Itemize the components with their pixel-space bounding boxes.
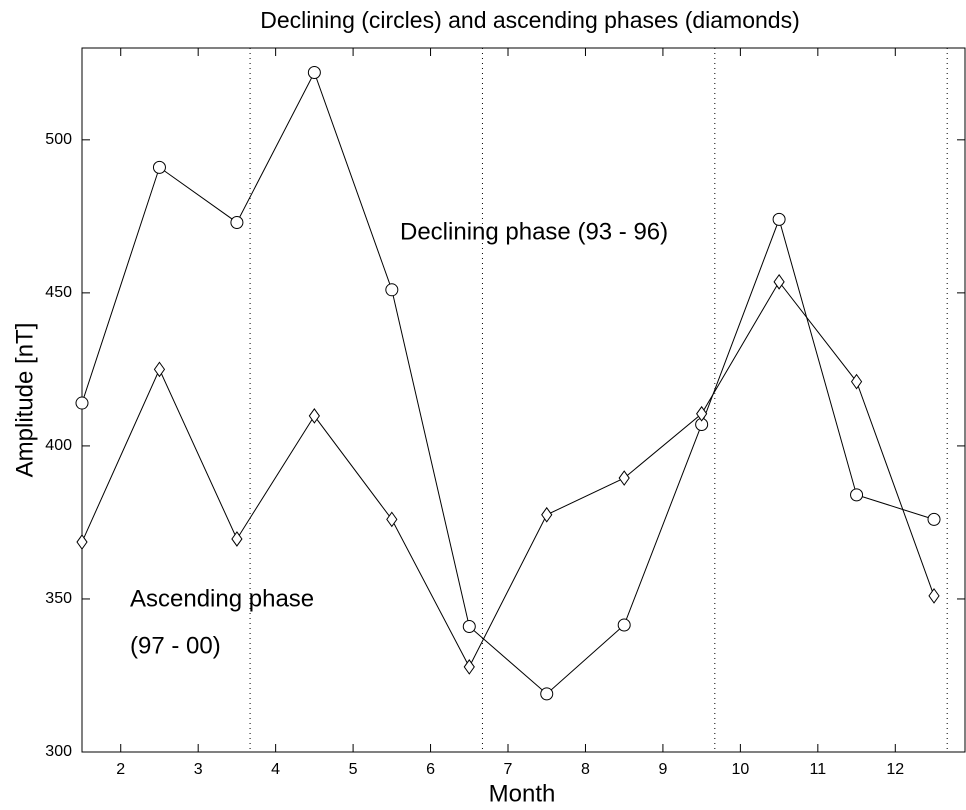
x-tick-label: 8	[581, 761, 590, 778]
diamond-marker	[773, 273, 785, 290]
x-tick-label: 11	[810, 761, 827, 778]
diamond-marker	[76, 534, 88, 550]
circle-marker	[230, 215, 244, 229]
x-tick-label: 6	[426, 761, 435, 778]
y-tick-label: 450	[45, 284, 72, 301]
y-tick-label: 400	[45, 437, 72, 454]
diamond-marker	[153, 361, 166, 378]
x-tick-label: 7	[504, 761, 513, 778]
circle-marker	[617, 618, 631, 632]
x-tick-label: 5	[349, 761, 358, 778]
circle-marker	[772, 212, 786, 226]
circle-marker	[927, 512, 941, 526]
diamond-marker	[696, 405, 708, 422]
x-tick-label: 3	[194, 761, 203, 778]
x-tick-label: 12	[886, 761, 904, 778]
annotation: (97 - 00)	[130, 632, 221, 659]
diamond-marker	[541, 506, 553, 523]
series-line	[81, 280, 935, 668]
circle-marker	[385, 283, 399, 297]
circle-marker	[152, 160, 166, 174]
diamond-marker	[463, 659, 475, 675]
x-axis-label: Month	[489, 780, 556, 807]
circle-marker	[540, 687, 554, 701]
series-line	[81, 71, 935, 695]
x-tick-label: 10	[731, 761, 749, 778]
annotation: Ascending phase	[130, 585, 314, 612]
circle-marker	[307, 65, 321, 79]
circle-marker	[850, 488, 864, 502]
x-tick-label: 2	[116, 761, 125, 778]
circle-marker	[462, 620, 476, 634]
chart-title: Declining (circles) and ascending phases…	[260, 7, 800, 33]
diamond-marker	[850, 373, 863, 390]
annotation: Declining phase (93 - 96)	[400, 218, 668, 245]
y-axis-label: Amplitude [nT]	[11, 323, 38, 478]
y-tick-label: 300	[45, 743, 72, 760]
y-tick-label: 350	[45, 590, 72, 607]
diamond-marker	[308, 408, 320, 424]
diamond-marker	[386, 511, 398, 528]
diamond-marker	[928, 588, 940, 604]
x-tick-label: 4	[271, 761, 280, 778]
diamond-marker	[231, 531, 243, 547]
diamond-marker	[618, 470, 630, 486]
circle-marker	[75, 396, 89, 410]
y-tick-label: 500	[45, 131, 72, 148]
x-tick-label: 9	[658, 761, 667, 778]
